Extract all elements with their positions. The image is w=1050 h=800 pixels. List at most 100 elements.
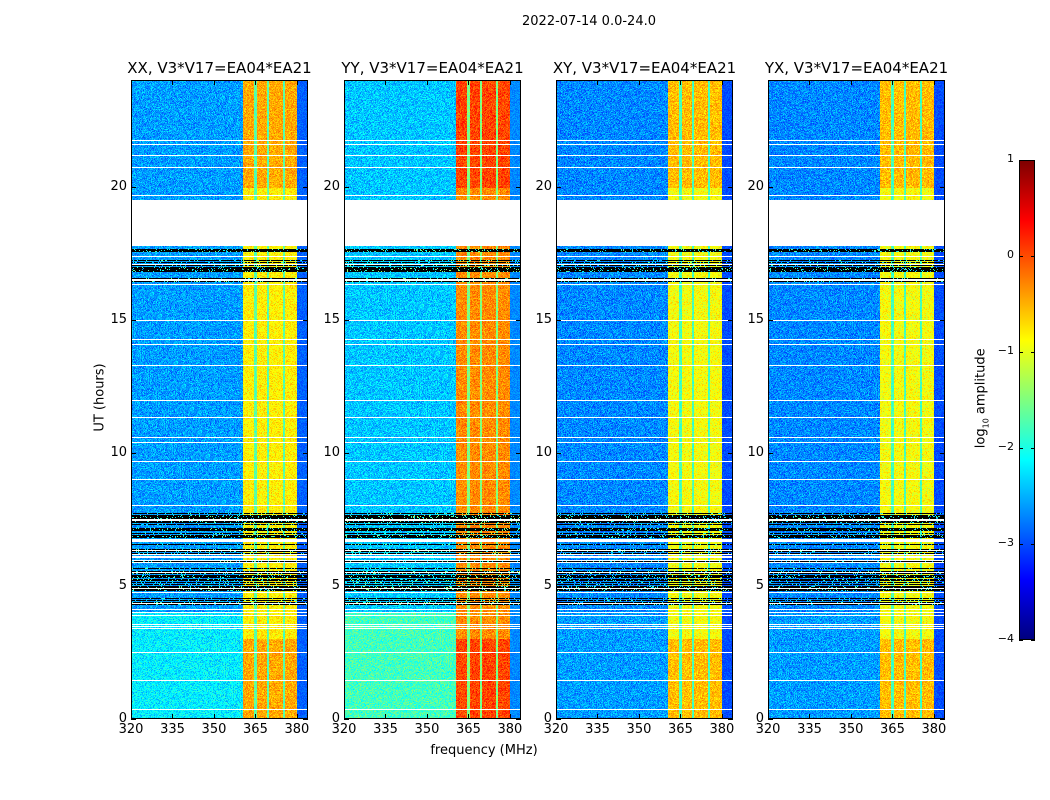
x-tick-label: 380 [709, 722, 735, 737]
x-tick [131, 714, 132, 719]
y-tick-label: 15 [323, 311, 340, 327]
y-tick [131, 186, 136, 188]
y-tick [344, 186, 349, 188]
x-tick-top [597, 80, 599, 85]
x-tick-top [509, 80, 511, 85]
y-tick-label: 5 [543, 577, 552, 593]
heatmap-image [132, 81, 307, 718]
colorbar-tick-label: −4 [997, 632, 1014, 645]
colorbar-tick-right [1031, 352, 1035, 353]
x-tick [213, 714, 215, 719]
y-tick [556, 452, 561, 454]
y-tick-right [940, 186, 945, 188]
spectrogram-panel [556, 80, 733, 719]
x-tick-top [809, 80, 811, 85]
colorbar-tick-label: −1 [997, 344, 1014, 357]
y-tick-label: 0 [331, 711, 340, 726]
y-tick-label: 0 [543, 711, 552, 726]
y-tick-label: 20 [747, 178, 764, 194]
x-tick-top [892, 80, 894, 85]
x-tick [721, 714, 723, 719]
colorbar-tick-right [1031, 448, 1035, 449]
x-tick-top [131, 80, 132, 85]
x-tick-top [850, 80, 852, 85]
x-tick [385, 714, 387, 719]
colorbar-label-sub: 10 [981, 418, 991, 429]
y-tick-label: 5 [331, 577, 340, 593]
y-tick [768, 319, 773, 321]
y-tick-right [303, 186, 308, 188]
colorbar-tick-label: 0 [1007, 248, 1014, 261]
x-tick-label: 350 [201, 722, 227, 737]
x-tick-label: 365 [456, 722, 481, 737]
y-tick-right [728, 319, 733, 321]
y-tick [768, 585, 773, 587]
panel-title: XX, V3*V17=EA04*EA21 [127, 59, 312, 77]
x-tick-top [213, 80, 215, 85]
x-tick-label: 365 [668, 722, 693, 737]
y-tick-right [940, 719, 945, 720]
colorbar-tick-label: −3 [997, 536, 1014, 549]
x-tick [809, 714, 811, 719]
colorbar-label-rest: amplitude [973, 348, 989, 419]
y-tick [344, 452, 349, 454]
x-axis-label: frequency (MHz) [430, 743, 538, 758]
x-tick [172, 714, 174, 719]
y-tick-label: 15 [747, 311, 764, 327]
y-tick-label: 0 [118, 711, 127, 726]
y-tick [768, 719, 773, 720]
x-tick-label: 380 [921, 722, 947, 737]
x-tick-label: 380 [284, 722, 310, 737]
y-tick-right [303, 585, 308, 587]
colorbar-tick [1019, 448, 1023, 449]
spectrogram-panel [344, 80, 521, 719]
y-tick-label: 15 [535, 311, 552, 327]
heatmap-image [557, 81, 732, 718]
x-tick [468, 714, 470, 719]
y-tick-right [303, 452, 308, 454]
x-tick-top [721, 80, 723, 85]
x-tick [344, 714, 345, 719]
x-tick [597, 714, 599, 719]
x-tick-label: 350 [838, 722, 864, 737]
y-tick [131, 585, 136, 587]
x-tick-label: 320 [755, 722, 781, 737]
x-tick-top [468, 80, 470, 85]
y-tick-label: 20 [110, 178, 127, 194]
x-tick [509, 714, 511, 719]
x-tick-label: 335 [160, 722, 185, 737]
y-tick [131, 719, 136, 720]
y-tick-label: 15 [110, 311, 127, 327]
panel-title: XY, V3*V17=EA04*EA21 [552, 59, 737, 77]
x-tick-label: 320 [543, 722, 569, 737]
y-tick-label: 20 [323, 178, 340, 194]
y-tick-right [303, 319, 308, 321]
y-tick-right [516, 186, 521, 188]
x-tick [892, 714, 894, 719]
spectrogram-panel [131, 80, 308, 719]
colorbar-tick-right [1031, 544, 1035, 545]
x-tick-label: 335 [585, 722, 610, 737]
colorbar-tick [1019, 640, 1023, 641]
y-tick-label: 0 [755, 711, 764, 726]
y-tick-label: 10 [110, 444, 127, 460]
y-tick-right [516, 452, 521, 454]
colorbar-tick-right [1031, 160, 1035, 161]
y-tick-right [940, 452, 945, 454]
y-tick-right [303, 719, 308, 720]
colorbar-tick-label: 1 [1007, 152, 1014, 165]
colorbar-tick [1019, 352, 1023, 353]
x-tick [850, 714, 852, 719]
x-tick-label: 320 [331, 722, 357, 737]
x-tick-top [680, 80, 682, 85]
x-tick-label: 380 [497, 722, 523, 737]
x-tick-label: 335 [373, 722, 398, 737]
x-tick-top [296, 80, 298, 85]
x-tick-top [172, 80, 174, 85]
y-tick-right [516, 585, 521, 587]
colorbar-tick [1019, 256, 1023, 257]
x-tick [638, 714, 640, 719]
x-tick [296, 714, 298, 719]
y-tick [344, 719, 349, 720]
